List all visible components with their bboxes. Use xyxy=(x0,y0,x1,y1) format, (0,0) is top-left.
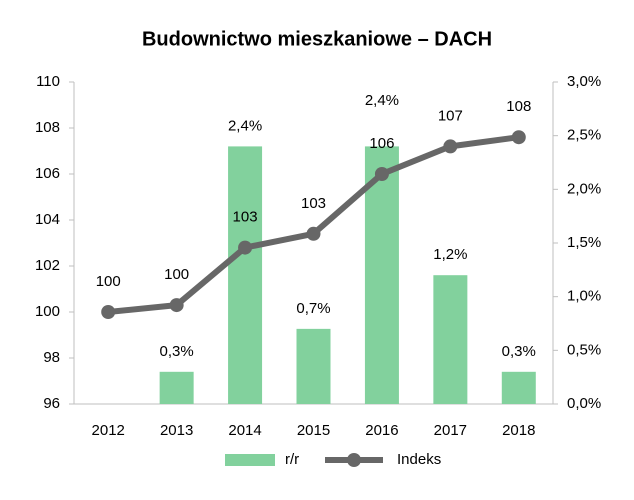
line-marker xyxy=(238,240,253,255)
y-tick-label: 100 xyxy=(35,303,60,320)
x-tick-label: 2014 xyxy=(228,422,261,439)
legend-label: r/r xyxy=(285,451,299,468)
x-tick-label: 2012 xyxy=(92,422,125,439)
legend-label: Indeks xyxy=(397,451,441,468)
line-value-label: 106 xyxy=(369,135,394,152)
line-marker xyxy=(169,298,184,313)
y2-tick-label: 2,0% xyxy=(567,180,601,197)
bar xyxy=(228,146,263,404)
line-marker xyxy=(306,226,321,241)
line-value-label: 103 xyxy=(233,209,258,226)
line-marker xyxy=(443,139,458,154)
line-value-label: 100 xyxy=(164,266,189,283)
x-tick-label: 2016 xyxy=(365,422,398,439)
x-tick-label: 2013 xyxy=(160,422,193,439)
y2-tick-label: 3,0% xyxy=(567,73,601,90)
x-tick-label: 2018 xyxy=(502,422,535,439)
line-marker xyxy=(511,130,526,145)
bar xyxy=(433,275,468,404)
bar-value-label: 0,3% xyxy=(502,343,536,360)
line-value-label: 108 xyxy=(506,98,531,115)
line-value-label: 103 xyxy=(301,195,326,212)
bar-value-label: 0,3% xyxy=(160,343,194,360)
bar-value-label: 2,4% xyxy=(365,92,399,109)
bar xyxy=(364,146,399,404)
y-tick-label: 110 xyxy=(36,73,60,90)
y2-tick-label: 1,5% xyxy=(567,234,601,251)
y2-tick-label: 1,0% xyxy=(567,288,601,305)
line-value-label: 107 xyxy=(438,107,463,124)
bar-value-label: 1,2% xyxy=(433,246,467,263)
bar xyxy=(501,371,536,404)
chart-title: Budownictwo mieszkaniowe – DACH xyxy=(142,28,492,50)
bar-value-label: 0,7% xyxy=(296,300,330,317)
line-value-label: 100 xyxy=(96,273,121,290)
legend-marker xyxy=(347,453,361,467)
x-tick-label: 2015 xyxy=(297,422,330,439)
bar-value-label: 2,4% xyxy=(228,117,262,134)
x-tick-label: 2017 xyxy=(434,422,467,439)
y2-tick-label: 0,5% xyxy=(567,341,601,358)
y2-tick-label: 2,5% xyxy=(567,127,601,144)
bar xyxy=(159,371,194,404)
y-tick-label: 96 xyxy=(43,395,60,412)
line-marker xyxy=(101,305,116,319)
y-tick-label: 108 xyxy=(35,119,60,136)
bar xyxy=(296,328,331,404)
y-tick-label: 106 xyxy=(35,165,60,182)
legend-swatch xyxy=(225,454,275,466)
y-tick-label: 102 xyxy=(35,257,60,274)
y-tick-label: 98 xyxy=(43,349,60,366)
line-marker xyxy=(374,167,389,181)
y-tick-label: 104 xyxy=(35,211,60,228)
y2-tick-label: 0,0% xyxy=(567,395,601,412)
